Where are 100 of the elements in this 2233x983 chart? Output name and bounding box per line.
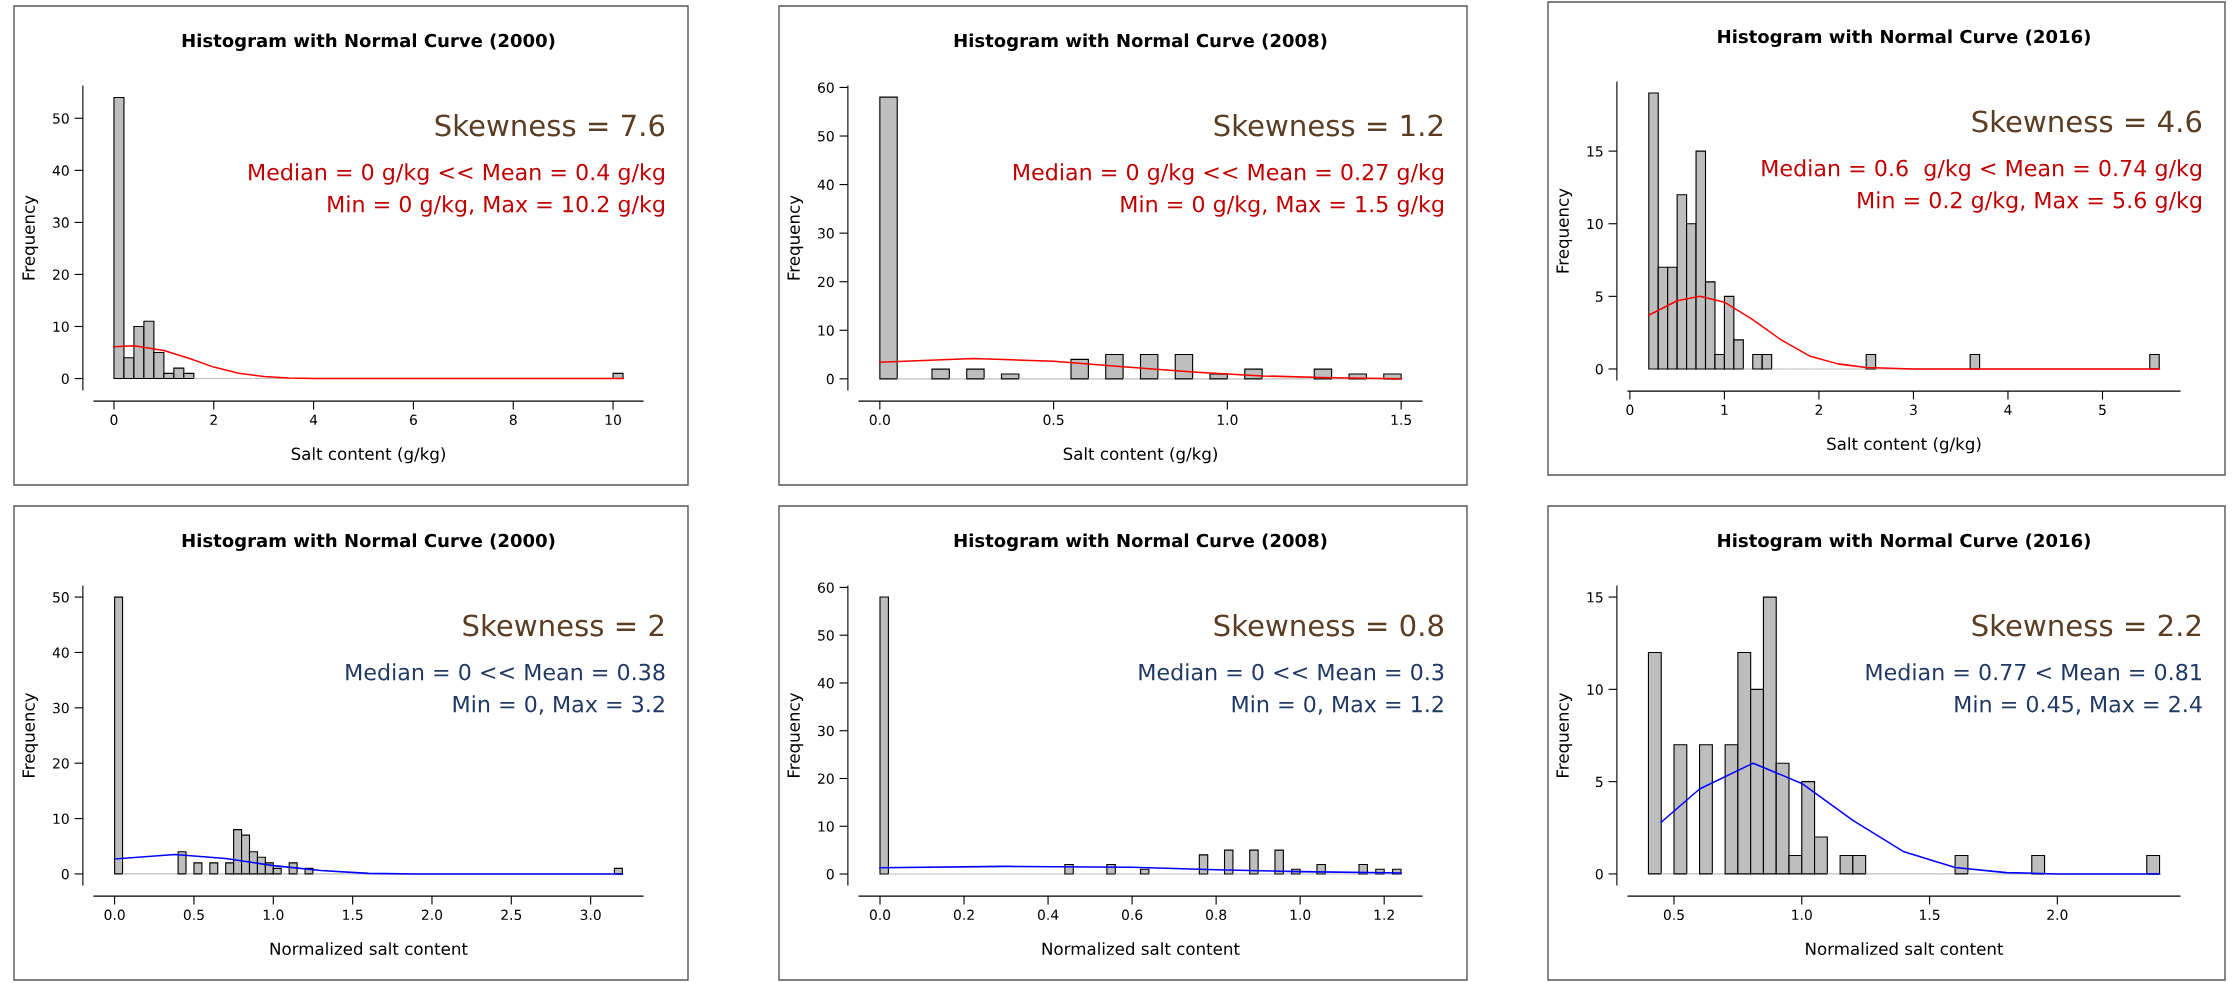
y-tick-label: 0 [61, 868, 69, 880]
x-tick-label: 0 [110, 414, 118, 426]
x-tick-label: 2.0 [421, 909, 443, 921]
y-tick-label: 20 [53, 758, 69, 769]
annotation: Skewness = 2 [463, 613, 664, 637]
annotation: Min = 0, Max = 3.2 [453, 695, 664, 715]
chart-title: Histogram with Normal Curve (2008) [954, 33, 1327, 52]
annotation: Min = 0.2 g/kg, Max = 5.6 g/kg [1858, 191, 2201, 213]
x-tick-label: 1.5 [1391, 414, 1411, 426]
y-tick-label: 0 [826, 373, 834, 385]
x-tick-label: 4 [2004, 404, 2012, 415]
x-tick-label: 10 [605, 414, 621, 426]
annotation: Skewness = 1.2 [1214, 113, 1443, 137]
annotation: Skewness = 0.8 [1214, 613, 1444, 637]
annotation: Skewness = 7.6 [435, 113, 665, 137]
y-tick-label: 60 [817, 582, 834, 593]
y-tick-label: 30 [53, 702, 69, 714]
y-tick-label: 10 [818, 325, 834, 336]
x-axis-title: Normalized salt content [1042, 942, 1240, 956]
y-tick-label: 10 [818, 821, 834, 832]
y-tick-label: 30 [53, 217, 69, 228]
y-axis-title: Frequency [787, 692, 804, 777]
x-axis-title: Salt content (g/kg) [291, 447, 445, 464]
y-tick-label: 50 [53, 592, 69, 603]
y-axis-title: Frequency [1556, 188, 1573, 273]
y-tick-label: 40 [817, 677, 834, 689]
x-axis-title: Normalized salt content [270, 942, 468, 956]
x-tick-label: 2 [1815, 404, 1822, 415]
x-tick-label: 0.0 [869, 414, 890, 426]
y-tick-label: 10 [53, 813, 69, 825]
x-tick-label: 3.0 [580, 909, 601, 921]
x-tick-label: 0.5 [1663, 909, 1684, 921]
y-tick-label: 20 [818, 773, 834, 784]
annotation: Min = 0 g/kg, Max = 10.2 g/kg [328, 195, 664, 217]
x-tick-label: 0 [1626, 404, 1634, 416]
annotation: Min = 0 g/kg, Max = 1.5 g/kg [1121, 195, 1443, 217]
x-tick-label: 2.0 [2047, 909, 2068, 921]
chart-title: Histogram with Normal Curve (2016) [1718, 533, 2090, 552]
chart-title: Histogram with Normal Curve (2016) [1718, 29, 2090, 48]
x-tick-label: 1.2 [1374, 909, 1394, 920]
x-tick-label: 0.5 [1043, 414, 1064, 426]
y-tick-label: 30 [818, 228, 834, 239]
y-tick-label: 50 [818, 130, 834, 142]
y-tick-label: 30 [818, 725, 834, 737]
y-tick-label: 0 [1595, 868, 1603, 880]
x-tick-label: 2 [210, 414, 217, 425]
x-tick-label: 1.0 [1792, 909, 1812, 921]
y-tick-label: 5 [1595, 776, 1603, 788]
x-tick-label: 1.0 [1290, 909, 1311, 921]
y-tick-label: 10 [1587, 684, 1603, 695]
y-tick-label: 5 [1595, 291, 1603, 302]
annotation: Min = 0.45, Max = 2.4 [1955, 695, 2202, 715]
x-tick-label: 1 [1721, 404, 1728, 415]
annotation: Median = 0.77 < Mean = 0.81 [1866, 663, 2201, 681]
x-tick-label: 0.0 [869, 909, 891, 921]
y-tick-label: 10 [1587, 218, 1603, 230]
x-tick-label: 0.2 [953, 909, 974, 921]
x-tick-label: 8 [509, 414, 517, 426]
x-tick-label: 0.0 [104, 909, 125, 921]
x-tick-label: 0.5 [183, 909, 204, 921]
annotation: Median = 0 g/kg << Mean = 0.27 g/kg [1014, 163, 1443, 185]
x-tick-label: 0.8 [1206, 909, 1227, 921]
y-tick-label: 50 [53, 113, 69, 124]
y-tick-label: 20 [53, 269, 69, 280]
y-tick-label: 10 [53, 321, 69, 332]
annotation: Skewness = 4.6 [1972, 109, 2202, 133]
y-tick-label: 40 [52, 165, 69, 176]
x-tick-label: 1.5 [343, 909, 363, 921]
x-tick-label: 1.5 [1920, 909, 1940, 921]
annotation: Min = 0, Max = 1.2 [1232, 695, 1443, 715]
chart-title: Histogram with Normal Curve (2008) [954, 533, 1327, 552]
y-axis-title: Frequency [22, 195, 39, 280]
annotation: Median = 0 g/kg << Mean = 0.4 g/kg [249, 163, 664, 185]
x-axis-title: Salt content (g/kg) [1063, 447, 1217, 464]
x-tick-label: 5 [2099, 404, 2106, 416]
y-tick-label: 0 [826, 868, 834, 880]
y-tick-label: 0 [61, 373, 69, 385]
x-tick-label: 2.5 [501, 909, 522, 921]
x-tick-label: 1.0 [1217, 414, 1238, 426]
x-axis-title: Salt content (g/kg) [1827, 437, 1981, 454]
x-tick-label: 6 [409, 414, 417, 426]
y-tick-label: 20 [818, 276, 834, 288]
annotation: Median = 0 << Mean = 0.38 [346, 663, 665, 681]
chart-title: Histogram with Normal Curve (2000) [182, 33, 555, 52]
x-axis-title: Normalized salt content [1806, 942, 2004, 956]
x-tick-label: 1.0 [263, 909, 284, 921]
chart-title: Histogram with Normal Curve (2000) [182, 533, 555, 552]
x-tick-label: 0.6 [1121, 909, 1143, 921]
x-tick-label: 0.4 [1037, 909, 1059, 921]
y-tick-label: 50 [818, 630, 834, 641]
y-tick-label: 60 [817, 82, 834, 93]
y-tick-label: 0 [1595, 363, 1603, 375]
annotation: Median = 0 << Mean = 0.3 [1139, 663, 1444, 681]
y-tick-label: 40 [817, 179, 834, 191]
y-tick-label: 15 [1587, 146, 1603, 157]
y-tick-label: 40 [52, 647, 69, 658]
y-axis-title: Frequency [1556, 692, 1573, 777]
x-tick-label: 3 [1910, 404, 1917, 416]
annotation: Median = 0.6 g/kg < Mean = 0.74 g/kg [1762, 159, 2201, 181]
x-tick-label: 4 [309, 414, 318, 425]
